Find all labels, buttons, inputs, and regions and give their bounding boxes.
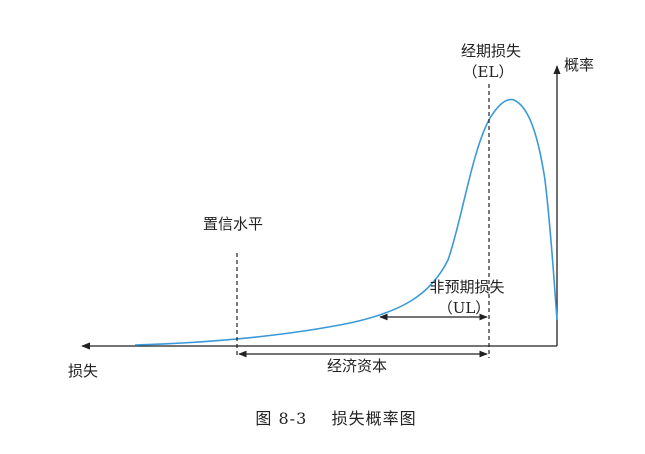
probability-axis-label: 概率	[564, 56, 594, 74]
economic-capital-label: 经济资本	[327, 357, 387, 375]
expected-loss-label: 经期损失	[461, 42, 521, 60]
figure-caption: 图 8-3 损失概率图	[255, 409, 416, 428]
expected-loss-abbr-label: （EL）	[463, 63, 514, 81]
confidence-level-label: 置信水平	[203, 215, 263, 233]
unexpected-loss-abbr-label: （UL）	[438, 299, 491, 317]
unexpected-loss-label: 非预期损失	[429, 278, 504, 296]
loss-distribution-curve	[134, 98, 558, 346]
loss-axis-label: 损失	[68, 362, 98, 380]
